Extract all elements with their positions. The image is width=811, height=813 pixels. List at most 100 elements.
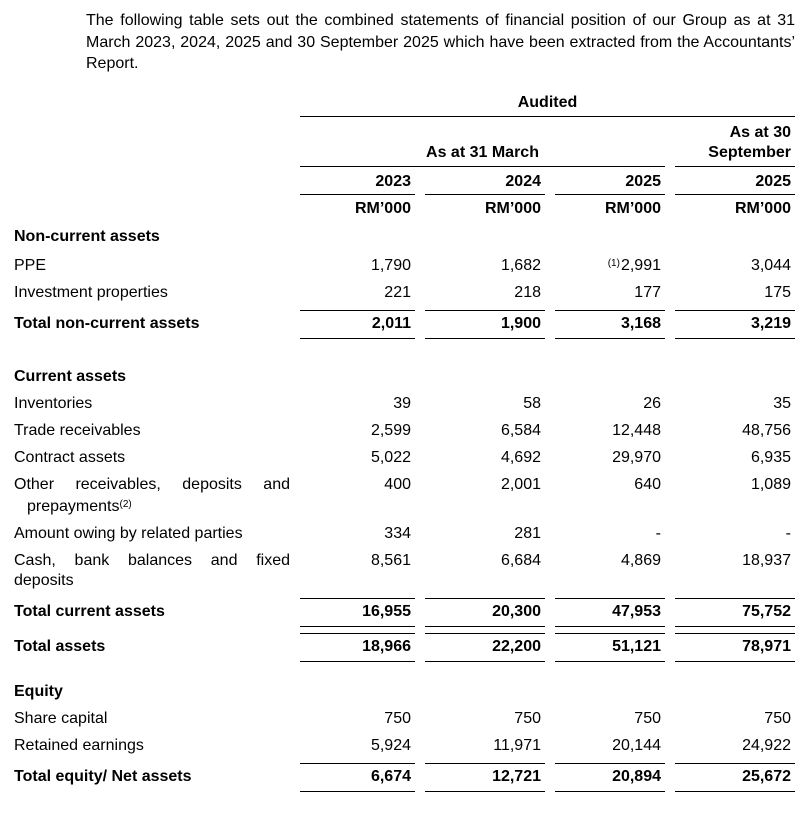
- header-unit-sep-2025: RM’000: [734, 199, 791, 217]
- section-title-label: Non-current assets: [14, 227, 160, 245]
- header-row-units: RM’000 RM’000 RM’000 RM’000: [14, 195, 795, 219]
- total-assets-value-2025: 51,121: [555, 632, 665, 662]
- total-non-current-assets-value-sep-2025: 3,219: [675, 309, 795, 339]
- ppe-value-2023: 1,790: [370, 256, 411, 274]
- contract-assets-label: Contract assets: [14, 448, 126, 466]
- document-page: The following table sets out the combine…: [14, 12, 795, 792]
- ppe-label: PPE: [14, 256, 47, 274]
- table-row-total-equity: Total equity/ Net assets 6,674 12,721 20…: [14, 762, 795, 792]
- footnote-1-marker: (1): [607, 257, 620, 269]
- total-equity-value-sep-2025: 25,672: [675, 762, 795, 792]
- intro-paragraph: The following table sets out the combine…: [86, 12, 795, 72]
- header-row-groups: As at 31 March As at 30 September: [14, 123, 795, 167]
- cash-value-sep-2025: 18,937: [742, 551, 791, 569]
- inventories-value-2025: 26: [643, 394, 661, 412]
- other-receivables-value-2025: 640: [634, 475, 661, 493]
- related-parties-value-2024: 281: [514, 524, 541, 542]
- trade-receivables-value-sep-2025: 48,756: [742, 421, 791, 439]
- other-receivables-value-sep-2025: 1,089: [750, 475, 791, 493]
- table-row-total-assets: Total assets 18,966 22,200 51,121 78,971: [14, 632, 795, 662]
- inventories-value-2023: 39: [393, 394, 411, 412]
- total-non-current-assets-label: Total non-current assets: [14, 314, 200, 332]
- share-capital-value-2024: 750: [514, 709, 541, 727]
- inventories-value-2024: 58: [523, 394, 541, 412]
- total-non-current-assets-value-2023: 2,011: [300, 309, 415, 339]
- total-assets-label: Total assets: [14, 637, 106, 655]
- header-unit-2025: RM’000: [604, 199, 661, 217]
- total-non-current-assets-value-2025: 3,168: [555, 309, 665, 339]
- share-capital-value-2023: 750: [384, 709, 411, 727]
- share-capital-value-sep-2025: 750: [764, 709, 791, 727]
- contract-assets-value-2023: 5,022: [370, 448, 411, 466]
- total-assets-value-2023: 18,966: [300, 632, 415, 662]
- cash-value-2024: 6,684: [500, 551, 541, 569]
- contract-assets-value-2025: 29,970: [612, 448, 661, 466]
- header-unit-2023: RM’000: [354, 199, 411, 217]
- total-assets-value-sep-2025: 78,971: [675, 632, 795, 662]
- investment-properties-value-2025: 177: [634, 283, 661, 301]
- retained-earnings-value-2024: 11,971: [493, 736, 541, 754]
- section-title-equity: Equity: [14, 682, 795, 702]
- inventories-value-sep-2025: 35: [773, 394, 791, 412]
- investment-properties-value-2023: 221: [384, 283, 411, 301]
- retained-earnings-label: Retained earnings: [14, 736, 144, 754]
- other-receivables-value-2024: 2,001: [500, 475, 541, 493]
- related-parties-value-2023: 334: [384, 524, 411, 542]
- section-title-non-current-assets: Non-current assets: [14, 227, 795, 247]
- footnote-2-marker: (2): [119, 498, 132, 510]
- total-assets-value-2024: 22,200: [425, 632, 545, 662]
- section-title-label: Current assets: [14, 367, 127, 385]
- total-current-assets-value-sep-2025: 75,752: [675, 597, 795, 627]
- related-parties-value-sep-2025: -: [785, 524, 791, 542]
- header-year-2025: 2025: [555, 167, 665, 195]
- cash-value-2025: 4,869: [620, 551, 661, 569]
- investment-properties-value-2024: 218: [514, 283, 541, 301]
- table-row-contract-assets: Contract assets 5,022 4,692 29,970 6,935: [14, 448, 795, 468]
- trade-receivables-label: Trade receivables: [14, 421, 141, 439]
- total-current-assets-value-2023: 16,955: [300, 597, 415, 627]
- total-current-assets-value-2024: 20,300: [425, 597, 545, 627]
- section-title-label: Equity: [14, 682, 63, 700]
- other-receivables-value-2023: 400: [384, 475, 411, 493]
- trade-receivables-value-2025: 12,448: [612, 421, 661, 439]
- header-unit-2024: RM’000: [484, 199, 541, 217]
- header-group-as-at-30-september: As at 30 September: [675, 123, 795, 167]
- financial-position-table: Audited As at 31 March As at 30 Septembe…: [14, 93, 795, 792]
- trade-receivables-value-2023: 2,599: [370, 421, 411, 439]
- cash-label: Cash, bank balances and fixed deposits: [14, 551, 290, 589]
- table-row-trade-receivables: Trade receivables 2,599 6,584 12,448 48,…: [14, 421, 795, 441]
- table-row-share-capital: Share capital 750 750 750 750: [14, 709, 795, 729]
- ppe-value-2024: 1,682: [500, 256, 541, 274]
- table-body: Non-current assets PPE 1,790 1,682 (1)2,…: [14, 227, 795, 792]
- other-receivables-label: Other receivables, deposits and prepayme…: [14, 475, 290, 515]
- header-audited-label: Audited: [300, 93, 795, 117]
- ppe-value-sep-2025: 3,044: [750, 256, 791, 274]
- ppe-value-2025: (1)2,991: [607, 256, 661, 274]
- table-row-total-current-assets: Total current assets 16,955 20,300 47,95…: [14, 597, 795, 627]
- header-row-years: 2023 2024 2025 2025: [14, 167, 795, 195]
- header-year-2023: 2023: [300, 167, 415, 195]
- table-row-inventories: Inventories 39 58 26 35: [14, 394, 795, 414]
- total-equity-label: Total equity/ Net assets: [14, 767, 192, 785]
- header-group-as-at-31-march: As at 31 March: [300, 143, 665, 167]
- table-row-cash: Cash, bank balances and fixed deposits 8…: [14, 551, 795, 591]
- header-row-audited: Audited: [14, 93, 795, 117]
- table-row-retained-earnings: Retained earnings 5,924 11,971 20,144 24…: [14, 736, 795, 756]
- table-row-other-receivables: Other receivables, deposits and prepayme…: [14, 475, 795, 517]
- table-row-ppe: PPE 1,790 1,682 (1)2,991 3,044: [14, 254, 795, 276]
- retained-earnings-value-sep-2025: 24,922: [742, 736, 791, 754]
- total-non-current-assets-value-2024: 1,900: [425, 309, 545, 339]
- share-capital-label: Share capital: [14, 709, 108, 727]
- related-parties-label: Amount owing by related parties: [14, 524, 243, 542]
- header-year-2024: 2024: [425, 167, 545, 195]
- total-equity-value-2024: 12,721: [425, 762, 545, 792]
- total-equity-value-2025: 20,894: [555, 762, 665, 792]
- table-row-related-parties: Amount owing by related parties 334 281 …: [14, 524, 795, 544]
- total-current-assets-label: Total current assets: [14, 602, 165, 620]
- related-parties-value-2025: -: [655, 524, 661, 542]
- total-current-assets-value-2025: 47,953: [555, 597, 665, 627]
- header-year-sep-2025: 2025: [675, 167, 795, 195]
- investment-properties-label: Investment properties: [14, 283, 168, 301]
- retained-earnings-value-2025: 20,144: [612, 736, 661, 754]
- retained-earnings-value-2023: 5,924: [370, 736, 411, 754]
